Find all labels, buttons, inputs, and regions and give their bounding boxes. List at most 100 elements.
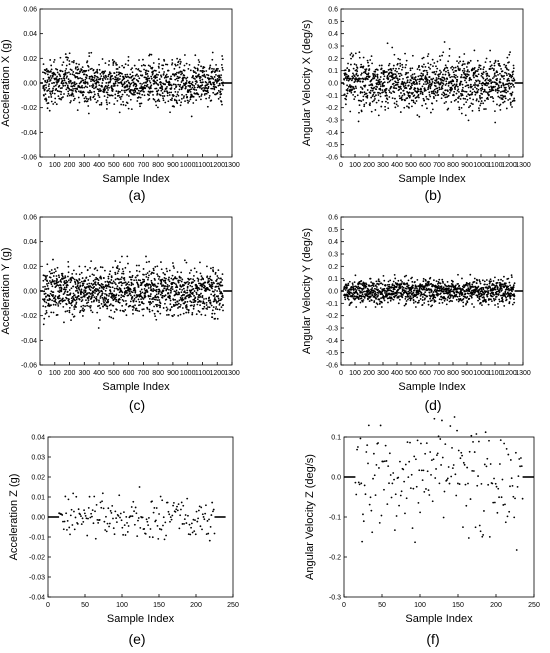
data-point [163, 60, 166, 62]
data-point [88, 77, 91, 80]
data-point [121, 282, 124, 285]
data-point [143, 84, 146, 87]
data-point [400, 88, 403, 90]
data-point [508, 79, 511, 82]
data-point [192, 305, 195, 308]
data-point [360, 110, 363, 113]
data-point [414, 76, 417, 78]
data-point [441, 84, 444, 87]
data-point [150, 285, 152, 288]
data-point [210, 99, 213, 102]
data-point [424, 80, 427, 83]
data-point [378, 81, 381, 84]
data-point [433, 62, 436, 64]
data-point [195, 291, 198, 294]
data-point [103, 298, 106, 300]
data-point [360, 297, 363, 299]
data-point [169, 111, 171, 114]
data-point [455, 298, 458, 301]
x-tick-label: 1100 [195, 162, 210, 169]
data-point [147, 86, 150, 89]
data-point [93, 299, 95, 302]
data-point [162, 307, 165, 309]
data-point [115, 293, 118, 296]
data-point [113, 103, 116, 105]
data-point [106, 85, 109, 88]
data-point [163, 90, 166, 93]
data-point [377, 94, 380, 96]
data-point [469, 97, 471, 100]
data-point [122, 270, 125, 273]
data-point [346, 286, 348, 289]
data-point [344, 72, 347, 75]
data-point [209, 302, 212, 305]
data-point [416, 83, 418, 85]
data-point [155, 293, 158, 296]
data-point [420, 78, 423, 81]
data-point [153, 285, 155, 287]
data-point [56, 83, 58, 85]
data-point [92, 294, 95, 297]
data-point [471, 109, 474, 112]
data-point [475, 87, 478, 90]
data-point [181, 93, 183, 96]
data-point [63, 321, 65, 324]
data-point [109, 303, 112, 306]
data-point [171, 315, 174, 318]
data-point [59, 279, 62, 281]
data-point [389, 299, 392, 302]
data-point [432, 291, 435, 293]
data-point [157, 292, 160, 295]
data-point [504, 66, 507, 69]
data-point [361, 289, 364, 291]
data-point [84, 280, 87, 282]
data-point [502, 84, 505, 87]
data-point [483, 90, 486, 93]
data-point [74, 281, 77, 284]
data-point [361, 91, 364, 94]
data-point [142, 58, 144, 61]
data-point [374, 97, 376, 100]
data-point [114, 278, 117, 281]
data-point [184, 301, 187, 303]
data-point [139, 96, 142, 99]
data-point [432, 297, 434, 300]
data-point [379, 85, 382, 88]
data-point [136, 100, 139, 102]
data-point [221, 55, 224, 57]
data-point [438, 298, 441, 301]
y-tick-label: 0.00 [23, 81, 37, 88]
data-point [97, 81, 100, 84]
data-point [510, 82, 513, 85]
data-point [421, 296, 424, 298]
data-point [54, 270, 57, 273]
data-point [92, 68, 95, 71]
data-point [159, 94, 162, 97]
data-point [128, 289, 130, 292]
data-point [173, 282, 176, 285]
data-point [345, 283, 347, 286]
data-point [79, 310, 82, 312]
data-point [344, 103, 347, 106]
data-point [150, 279, 153, 282]
data-point [179, 296, 182, 299]
data-point [65, 286, 68, 289]
data-point [122, 103, 125, 106]
data-point [97, 292, 100, 295]
data-point [42, 279, 45, 282]
data-point [166, 314, 168, 316]
data-point [218, 299, 221, 302]
data-point [430, 82, 433, 85]
data-point [105, 99, 108, 102]
data-point [89, 91, 92, 94]
data-point [492, 86, 495, 89]
data-point [165, 306, 168, 309]
data-point [404, 283, 406, 286]
data-point [67, 275, 69, 278]
data-point [364, 72, 367, 75]
data-point [153, 82, 156, 85]
data-point [71, 295, 74, 298]
data-point [421, 85, 424, 88]
data-point [83, 81, 85, 84]
